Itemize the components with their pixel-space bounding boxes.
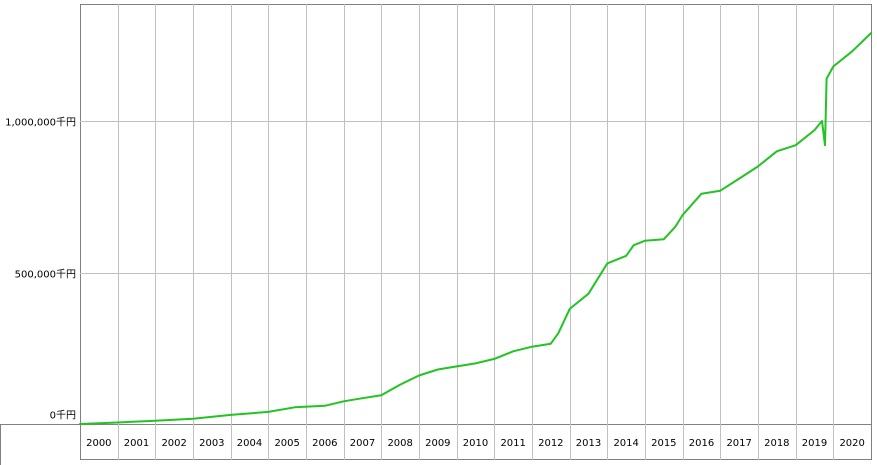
- x-tick-label: 2007: [350, 438, 375, 449]
- x-tick-label: 2011: [500, 438, 525, 449]
- x-tick-label: 2016: [689, 438, 714, 449]
- y-tick-label: 0千円: [50, 410, 76, 422]
- x-tick-label: 2002: [161, 438, 186, 449]
- x-tick-label: 2004: [237, 438, 262, 449]
- x-tick-labels: 2000 2001 2002 2003 2004 2005 2006 2007 2008 2009…: [86, 438, 865, 449]
- x-tick-label: 2015: [651, 438, 676, 449]
- y-tick-labels: 0千円 500,000千円 1,000,000千円: [5, 117, 76, 422]
- x-tick-label: 2020: [839, 438, 864, 449]
- x-tick-label: 2006: [312, 438, 337, 449]
- x-tick-label: 2005: [274, 438, 299, 449]
- x-tick-label: 2010: [463, 438, 488, 449]
- x-tick-label: 2017: [726, 438, 751, 449]
- y-tick-label: 500,000千円: [15, 269, 76, 281]
- series-line: [79, 32, 872, 425]
- x-tick-label: 2012: [538, 438, 563, 449]
- x-tick-label: 2000: [86, 438, 111, 449]
- x-tick-label: 2019: [802, 438, 827, 449]
- x-tick-label: 2008: [387, 438, 412, 449]
- x-tick-label: 2018: [764, 438, 789, 449]
- x-tick-label: 2014: [613, 438, 638, 449]
- y-tick-label: 1,000,000千円: [5, 117, 76, 129]
- x-tick-label: 2003: [199, 438, 224, 449]
- x-tick-label: 2009: [425, 438, 450, 449]
- chart-frame: [80, 4, 872, 460]
- x-tick-label: 2013: [576, 438, 601, 449]
- grid-lines: [80, 4, 871, 460]
- x-tick-label: 2001: [124, 438, 149, 449]
